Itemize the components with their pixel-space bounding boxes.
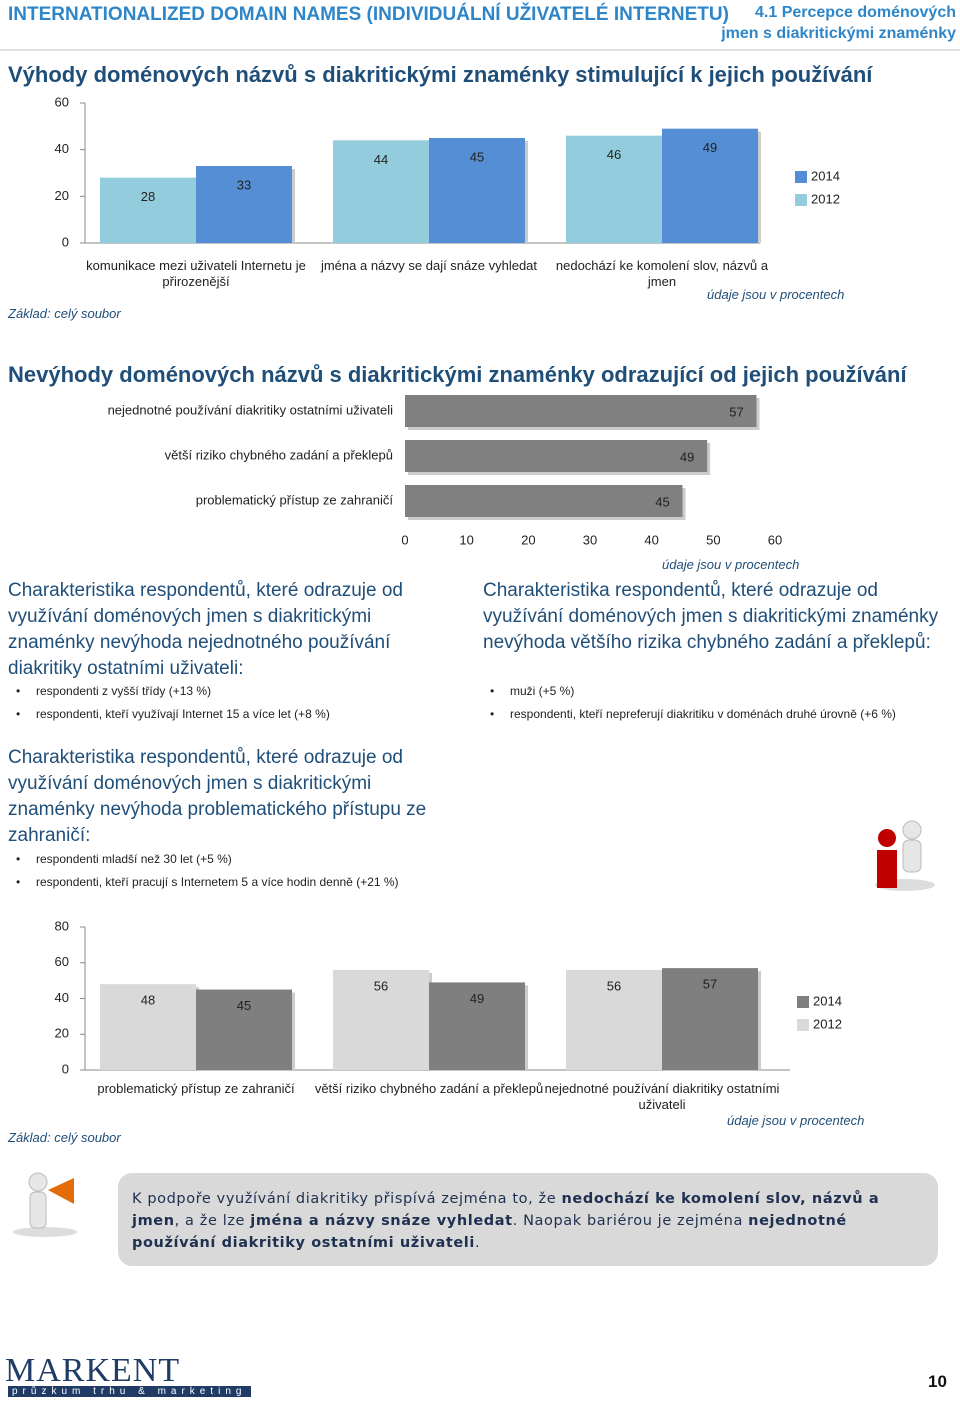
value-label: 44 <box>374 152 388 167</box>
y-tick-label: 80 <box>55 918 69 933</box>
unit-note: údaje jsou v procentech <box>727 1113 865 1128</box>
characteristic-item: muži (+5 %) <box>490 684 574 698</box>
value-label: 28 <box>141 189 155 204</box>
y-tick-label: 20 <box>55 188 69 203</box>
summary-part: . <box>474 1235 481 1251</box>
bar <box>196 989 292 1070</box>
characteristic-item: respondenti, kteří nepreferují diakritik… <box>490 707 896 721</box>
bar <box>333 969 429 1070</box>
base-note: Základ: celý soubor <box>8 306 121 321</box>
bar <box>196 166 292 243</box>
x-tick-label: problematický přístup ze zahraničí <box>97 1081 295 1096</box>
y-tick-label: 40 <box>55 990 69 1005</box>
bar <box>566 135 662 243</box>
summary-box <box>118 1173 938 1266</box>
unit-note: údaje jsou v procentech <box>662 557 800 572</box>
legend-swatch <box>797 1019 809 1031</box>
x-tick-label: 20 <box>521 532 535 547</box>
x-tick-label: 50 <box>706 532 720 547</box>
characteristic-item: respondenti z vyšší třídy (+13 %) <box>16 684 211 698</box>
logo: MARKENT <box>5 1352 181 1389</box>
legend-swatch <box>795 194 807 206</box>
bar <box>333 140 429 243</box>
bar <box>566 969 662 1070</box>
legend-swatch <box>795 171 807 183</box>
x-tick-label: nedochází ke komolení slov, názvů a jmen <box>555 258 769 289</box>
y-tick-label: 60 <box>55 954 69 969</box>
y-tick-label: 20 <box>55 1026 69 1041</box>
y-tick-label: 0 <box>62 234 69 249</box>
x-tick-label: 30 <box>583 532 597 547</box>
value-label: 57 <box>703 977 717 992</box>
value-label: 48 <box>141 993 155 1008</box>
legend-label: 2012 <box>813 1016 842 1031</box>
value-label: 49 <box>470 991 484 1006</box>
value-label: 57 <box>729 404 743 419</box>
bar <box>100 984 196 1070</box>
bar <box>662 128 758 243</box>
x-tick-label: 10 <box>459 532 473 547</box>
header-section: 4.1 Percepce doménových jmen s diakritic… <box>721 2 956 44</box>
legend-label: 2014 <box>811 168 840 183</box>
characteristic-heading: Charakteristika respondentů, které odraz… <box>8 580 404 679</box>
value-label: 46 <box>607 147 621 162</box>
summary-part: nedochází ke komolení slov, názvů a jmen <box>132 1191 880 1229</box>
legend-label: 2014 <box>813 993 842 1008</box>
summary-part: nejednotné používání diakritiky ostatním… <box>132 1213 847 1251</box>
legend-swatch <box>797 996 809 1008</box>
x-tick-label: jména a názvy se dají snáze vyhledat <box>320 258 538 273</box>
y-tick-label: větší riziko chybného zadání a překlepů <box>165 447 393 462</box>
megaphone-icon <box>13 1172 77 1237</box>
value-label: 45 <box>470 149 484 164</box>
bar <box>405 395 757 427</box>
bar <box>405 485 683 517</box>
y-tick-label: 0 <box>62 1061 69 1076</box>
x-tick-label: 0 <box>401 532 408 547</box>
characteristic-item: respondenti, kteří využívají Internet 15… <box>16 707 330 721</box>
y-tick-label: nejednotné používání diakritiky ostatním… <box>108 402 394 417</box>
value-label: 56 <box>374 978 388 993</box>
chart-title: Nevýhody doménových názvů s diakritickým… <box>8 362 907 387</box>
x-tick-label: 60 <box>768 532 782 547</box>
bar <box>405 440 708 472</box>
characteristic-item: respondenti, kteří pracují s Internetem … <box>16 875 399 889</box>
value-label: 45 <box>655 494 669 509</box>
header-section-line: 4.1 Percepce doménových <box>755 4 956 21</box>
characteristic-item: respondenti mladší než 30 let (+5 %) <box>16 852 232 866</box>
summary-part: , a že lze <box>174 1213 251 1229</box>
x-tick-label: větší riziko chybného zadání a překlepů <box>314 1081 544 1096</box>
value-label: 49 <box>680 449 694 464</box>
y-tick-label: problematický přístup ze zahraničí <box>196 492 394 507</box>
logo-tagline: průzkum trhu & marketing <box>8 1386 251 1397</box>
chart-title: Výhody doménových názvů s diakritickými … <box>8 62 873 87</box>
header-section-line: jmen s diakritickými znaménky <box>721 25 956 42</box>
x-tick-label: komunikace mezi uživateli Internetu je p… <box>86 258 306 289</box>
y-tick-label: 40 <box>55 141 69 156</box>
summary-part: jména a názvy snáze vyhledat <box>250 1213 513 1229</box>
value-label: 56 <box>607 978 621 993</box>
bar <box>429 982 525 1070</box>
bar <box>429 138 525 243</box>
value-label: 33 <box>237 177 251 192</box>
summary-text: K podpoře využívání diakritiky přispívá … <box>132 1188 922 1254</box>
bar <box>100 177 196 243</box>
header-title: INTERNATIONALIZED DOMAIN NAMES (INDIVIDU… <box>8 4 729 25</box>
legend-label: 2012 <box>811 191 840 206</box>
value-label: 45 <box>237 998 251 1013</box>
summary-part: . Naopak bariérou je zejména <box>512 1213 749 1229</box>
x-tick-label: 40 <box>644 532 658 547</box>
page-number: 10 <box>928 1372 947 1391</box>
bar <box>662 968 758 1070</box>
characteristic-heading: Charakteristika respondentů, které odraz… <box>483 580 939 653</box>
summary-part: K podpoře využívání diakritiky přispívá … <box>132 1191 562 1207</box>
y-tick-label: 60 <box>55 94 69 109</box>
characteristic-heading: Charakteristika respondentů, které odraz… <box>8 747 427 846</box>
value-label: 49 <box>703 140 717 155</box>
base-note: Základ: celý soubor <box>8 1130 121 1145</box>
x-tick-label: nejednotné používání diakritiky ostatním… <box>544 1081 780 1112</box>
info-icon <box>875 820 935 891</box>
unit-note: údaje jsou v procentech <box>707 287 845 302</box>
